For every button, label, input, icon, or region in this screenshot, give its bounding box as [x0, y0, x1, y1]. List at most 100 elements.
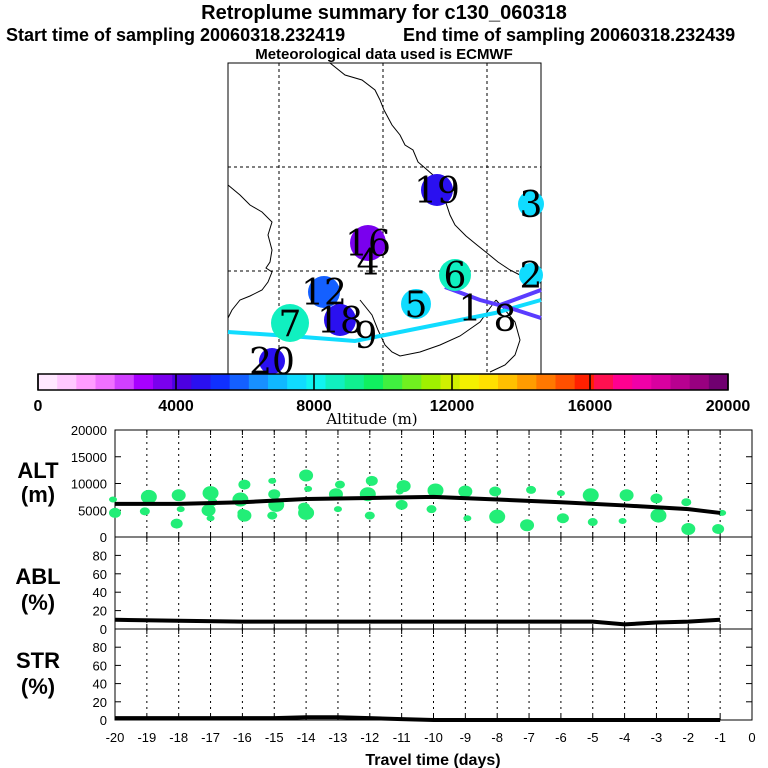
y-tick-label: 20: [93, 604, 107, 619]
trajectory-blue-2: [499, 288, 542, 307]
colorbar-swatch: [153, 374, 173, 390]
start-time-label: Start time of sampling 20060318.232419: [6, 25, 346, 45]
alt-point: [201, 504, 216, 517]
alt-point: [681, 498, 692, 507]
alt-point: [582, 488, 599, 503]
panel-abl: 0 20 40 60 80 ABL(%): [15, 536, 753, 637]
alt-point: [268, 477, 277, 484]
alt-point: [206, 515, 215, 522]
alt-point: [268, 489, 281, 500]
colorbar-swatch: [498, 374, 518, 390]
colorbar-swatch: [574, 374, 595, 390]
alt-point: [712, 523, 725, 534]
chart-title: Retroplume summary for c130_060318: [201, 2, 567, 24]
map-marker-12: [308, 276, 340, 308]
end-time-label: End time of sampling 20060318.232439: [403, 25, 736, 45]
alt-point: [556, 513, 569, 524]
alt-point: [299, 469, 314, 482]
map-label-2: 2: [520, 256, 543, 297]
colorbar-swatch: [57, 374, 77, 390]
map-marker-7: [271, 304, 309, 342]
colorbar-swatch: [287, 374, 307, 390]
y-tick-label: 10000: [71, 477, 107, 492]
x-tick-label: -3: [651, 730, 663, 745]
map-marker-2: [519, 263, 543, 287]
alt-point: [427, 483, 444, 498]
map-label-5: 5: [405, 285, 428, 326]
y-tick-label: 20000: [71, 423, 107, 438]
colorbar-swatch: [229, 374, 250, 390]
colorbar-swatch: [689, 374, 710, 390]
y-tick-label: 0: [100, 713, 107, 728]
map-label-1: 1: [459, 289, 482, 330]
colorbar-swatch: [76, 374, 96, 390]
alt-point: [526, 485, 537, 494]
chart-panels: 05000100001500020000ALT(m)020406080ABL(%…: [15, 423, 755, 768]
colorbar-swatch: [517, 374, 537, 390]
x-tick-label: -4: [619, 730, 631, 745]
y-tick-label: 0: [100, 530, 107, 545]
colorbar-swatch: [421, 374, 441, 390]
alt-point: [489, 509, 506, 524]
y-tick-label: 15000: [71, 450, 107, 465]
alt-point: [334, 480, 345, 489]
alt-point: [556, 490, 565, 497]
x-tick-label: -1: [714, 730, 726, 745]
x-tick-label: -6: [555, 730, 567, 745]
map-label-18: 18: [317, 301, 363, 342]
map-label-4: 4: [357, 243, 380, 284]
x-tick-label: -11: [393, 730, 411, 745]
colorbar-swatch: [383, 374, 403, 390]
colorbar-swatch: [555, 374, 576, 390]
alt-point: [463, 515, 472, 522]
x-tick-label: -2: [683, 730, 695, 745]
map-label-9: 9: [355, 316, 378, 357]
alt-point: [395, 499, 408, 510]
alt-point: [298, 505, 315, 520]
colorbar-swatch: [708, 374, 729, 390]
colorbar-swatch: [440, 374, 461, 390]
colorbar-swatch: [248, 374, 269, 390]
x-tick-label: -7: [523, 730, 535, 745]
alt-point: [333, 506, 342, 513]
x-tick-label: -15: [265, 730, 284, 745]
alt-point: [365, 475, 378, 486]
x-tick-label: -14: [297, 730, 316, 745]
colorbar-swatch: [172, 374, 192, 390]
colorbar-swatch: [651, 374, 671, 390]
panel-ylabel: (%): [21, 590, 55, 615]
alt-point: [109, 496, 117, 503]
x-tick-label: -10: [424, 730, 443, 745]
alt-point: [202, 486, 219, 501]
x-tick-label: -19: [137, 730, 156, 745]
x-tick-label: -13: [329, 730, 348, 745]
map-label-19: 19: [414, 171, 460, 212]
colorbar-swatch: [670, 374, 691, 390]
y-tick-label: 40: [93, 585, 107, 600]
map-marker-3: [518, 191, 544, 217]
alt-point: [139, 507, 150, 516]
x-tick-label: 0: [748, 730, 755, 745]
panel-ylabel: STR: [16, 648, 60, 673]
colorbar-swatch: [613, 374, 633, 390]
alt-point: [520, 519, 535, 532]
alt-point: [426, 505, 437, 514]
colorbar-swatch: [38, 374, 58, 390]
x-tick-label: -8: [491, 730, 503, 745]
panel-ylabel: (m): [21, 482, 55, 507]
map-label-3: 3: [520, 185, 543, 226]
colorbar-swatch: [325, 374, 346, 390]
alt-point: [109, 507, 121, 518]
alt-point: [364, 511, 375, 520]
panel-ylabel: ABL: [15, 564, 60, 589]
colorbar-label: Altitude (m): [325, 410, 417, 428]
y-tick-label: 80: [93, 548, 107, 563]
map-marker-16: [350, 225, 386, 261]
alt-point: [681, 522, 696, 535]
alt-point: [619, 489, 634, 502]
x-tick-label: -16: [233, 730, 252, 745]
y-tick-label: 0: [100, 622, 107, 637]
alt-point: [650, 508, 667, 523]
